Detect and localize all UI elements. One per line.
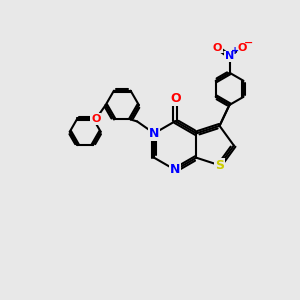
Text: O: O <box>237 43 247 52</box>
Text: O: O <box>212 43 222 52</box>
Text: +: + <box>231 46 239 56</box>
Text: −: − <box>244 38 253 48</box>
Text: S: S <box>215 159 224 172</box>
Text: O: O <box>91 114 100 124</box>
Text: N: N <box>170 164 181 176</box>
Text: N: N <box>149 127 159 140</box>
Text: N: N <box>225 51 234 62</box>
Text: O: O <box>170 92 181 105</box>
